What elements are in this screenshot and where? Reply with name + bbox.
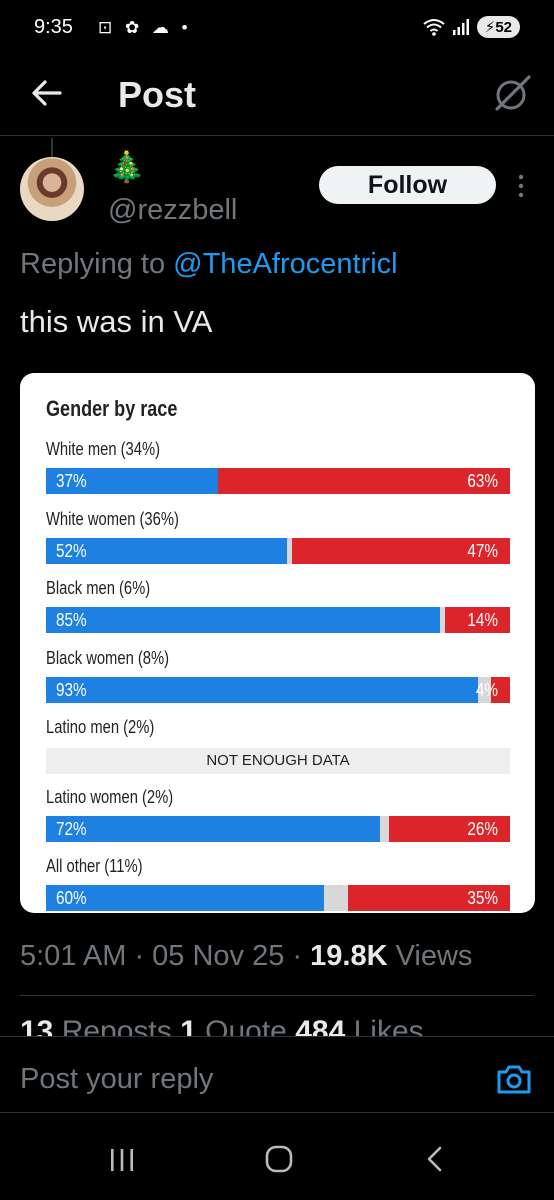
chart-image[interactable]: Gender by race White men (34%) 37% 63% Whit…: [20, 373, 535, 913]
red-value-label: 26%: [467, 818, 498, 839]
reposts-count[interactable]: 13: [20, 1015, 54, 1037]
no-data-bar: NOT ENOUGH DATA: [46, 748, 510, 774]
replying-to: Replying to @TheAfrocentricl: [20, 248, 398, 281]
bar-red: [217, 468, 510, 494]
blue-value-label: 93%: [56, 679, 87, 700]
red-value-label: 4%: [475, 679, 498, 700]
notification-icons: ⊡ ✿ ☁ •: [98, 18, 192, 37]
red-value-label: 47%: [467, 540, 498, 561]
bar-row: 85% 14%: [46, 607, 510, 633]
category-label: All other (11%): [46, 856, 143, 876]
battery-level: 52: [495, 19, 512, 36]
thread-line: [51, 138, 53, 158]
bar-red: [491, 676, 510, 703]
camera-icon[interactable]: [496, 1063, 532, 1095]
blue-value-label: 52%: [56, 540, 87, 561]
likes-label[interactable]: Likes: [345, 1015, 424, 1037]
christmas-tree-icon: 🎄: [108, 151, 146, 184]
signal-icon: [452, 19, 469, 35]
bar-row: 93% 4%: [46, 676, 510, 703]
bar-blue: [46, 815, 381, 842]
battery-indicator: ⚡52: [476, 16, 520, 38]
timestamp-text: 5:01 AM · 05 Nov 25 ·: [20, 940, 311, 972]
category-label: Black men (6%): [46, 578, 151, 598]
category-label: Latino men (2%): [46, 717, 155, 737]
bar-blue: [46, 885, 325, 911]
bar-row: 37% 63%: [46, 468, 510, 494]
engagement-stats: 13 Reposts 1 Quote 484 Likes: [20, 1015, 424, 1037]
bar-row: 60% 35%: [46, 885, 510, 911]
follow-button[interactable]: Follow: [319, 166, 496, 204]
category-label: White men (34%): [46, 439, 161, 459]
red-value-label: 35%: [467, 888, 498, 908]
page-title: Post: [118, 74, 197, 115]
bar-red: [389, 815, 510, 842]
quotes-label[interactable]: Quote: [196, 1015, 296, 1037]
views-label: Views: [387, 940, 473, 972]
bar-blue: [46, 607, 441, 633]
bar-blue: [46, 676, 478, 703]
reposts-label[interactable]: Reposts: [53, 1015, 181, 1037]
blue-value-label: 60%: [56, 888, 87, 908]
status-right: ⚡52: [423, 16, 520, 38]
back-arrow-icon[interactable]: [30, 76, 64, 110]
category-label: Latino women (2%): [46, 786, 174, 807]
blue-value-label: 72%: [56, 818, 87, 839]
post-text: this was in VA: [20, 304, 213, 339]
replying-mention[interactable]: @TheAfrocentricl: [173, 248, 398, 280]
avatar[interactable]: [20, 157, 84, 221]
user-handle[interactable]: @rezzbell: [108, 194, 238, 226]
bar-blue: [46, 468, 218, 494]
divider: [20, 995, 534, 996]
nav-back-icon[interactable]: [424, 1145, 444, 1173]
blue-value-label: 37%: [56, 471, 87, 491]
category-label: White women (36%): [46, 508, 179, 529]
bar-red: [347, 885, 510, 911]
system-nav-bar: [0, 1112, 554, 1200]
blue-value-label: 85%: [56, 610, 87, 630]
bar-row: 52% 47%: [46, 537, 510, 564]
home-icon[interactable]: [265, 1145, 293, 1173]
reply-input[interactable]: Post your reply: [20, 1063, 214, 1095]
views-count: 19.8K: [310, 940, 388, 972]
bar-blue: [46, 537, 288, 564]
quotes-count[interactable]: 1: [180, 1015, 197, 1037]
top-bar: Post: [0, 58, 554, 136]
wifi-icon: [423, 19, 445, 36]
status-time: 9:35: [34, 16, 73, 38]
bar-red: [445, 607, 510, 633]
red-value-label: 14%: [467, 610, 498, 630]
reply-bar: Post your reply: [0, 1036, 554, 1112]
bar-red: [291, 537, 510, 564]
recent-apps-icon[interactable]: [108, 1147, 136, 1173]
red-value-label: 63%: [467, 471, 498, 491]
more-options-icon[interactable]: [512, 172, 530, 200]
chart-title: Gender by race: [46, 396, 178, 421]
likes-count[interactable]: 484: [295, 1015, 346, 1037]
grok-icon[interactable]: [494, 74, 532, 112]
status-bar: 9:35 ⊡ ✿ ☁ • ⚡52: [0, 0, 554, 56]
replying-prefix: Replying to: [20, 248, 174, 280]
post-timestamp: 5:01 AM · 05 Nov 25 · 19.8K Views: [20, 940, 472, 973]
bar-row: 72% 26%: [46, 815, 510, 842]
category-label: Black women (8%): [46, 647, 170, 668]
